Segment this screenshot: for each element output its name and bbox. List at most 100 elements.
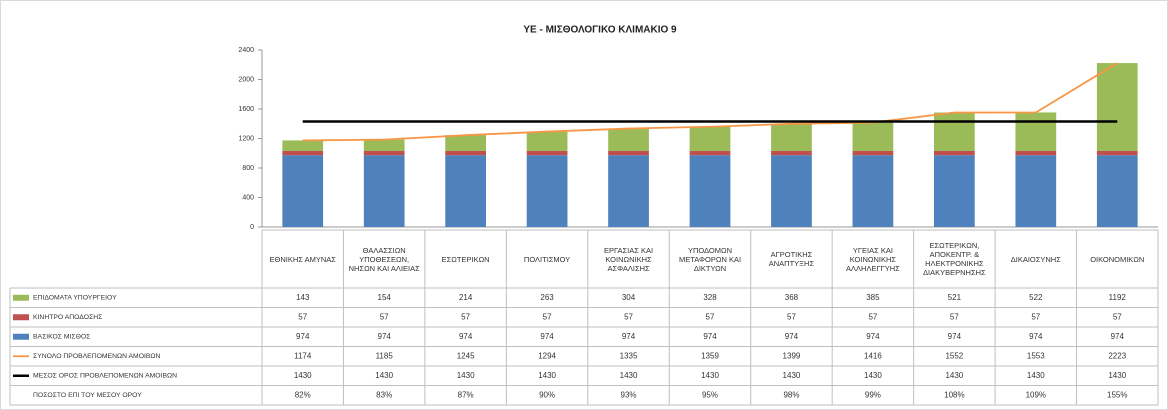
bar-segment	[934, 150, 975, 156]
table-value: 1430	[1108, 371, 1126, 380]
table-value: 974	[622, 332, 636, 341]
table-value: 2223	[1108, 351, 1126, 360]
table-value: 522	[1029, 293, 1043, 302]
table-value: 143	[296, 293, 310, 302]
category-cell: ΑΓΡΟΤΙΚΗΣ ΑΝΑΠΤΥΞΗΣ	[768, 250, 815, 268]
category-cell: ΕΣΩΤΕΡΙΚΩΝ, ΑΠΟΚΕΝΤΡ. & ΗΛΕΚΤΡΟΝΙΚΗΣ ΔΙΑ…	[923, 241, 986, 277]
table-value: 1399	[783, 351, 801, 360]
table-value: 1416	[864, 351, 882, 360]
legend-label: ΠΟΣΟΣΤΟ ΕΠΙ ΤΟΥ ΜΕΣΟΥ ΟΡΟΥ	[33, 392, 142, 399]
x-tick-label: ΟΙΚΟΝΟΜΙΚΩΝ	[1090, 254, 1145, 264]
bar-segment	[852, 155, 894, 227]
table-value: 1245	[457, 351, 475, 360]
y-tick-label: 2400	[238, 47, 254, 54]
table-value: 1430	[457, 371, 475, 380]
bar-segment	[445, 135, 486, 151]
table-value: 974	[459, 332, 473, 341]
x-tick-label: ΘΑΛΑΣΣΙΩΝ ΥΠΟΘΕΣΕΩΝ, ΝΗΣΩΝ ΚΑΙ ΑΛΙΕΙΑΣ	[348, 245, 420, 273]
category-cell: ΕΡΓΑΣΙΑΣ ΚΑΙ ΚΟΙΝΩΝΙΚΗΣ ΑΣΦΑΛΙΣΗΣ	[604, 245, 654, 273]
table-value: 108%	[944, 390, 964, 399]
bar-segment	[608, 150, 649, 156]
table-value: 974	[703, 332, 717, 341]
bar-segment	[282, 155, 324, 227]
table-value: 974	[1111, 332, 1125, 341]
bar-segment	[771, 155, 812, 227]
chart-title: ΥΕ - ΜΙΣΘΟΛΟΓΙΚΟ ΚΛΙΜΑΚΙΟ 9	[523, 25, 677, 36]
legend-swatch	[13, 333, 29, 340]
y-tick-label: 800	[242, 165, 254, 172]
bar-segment	[934, 112, 975, 151]
table-value: 82%	[295, 390, 311, 399]
table-value: 974	[378, 332, 392, 341]
legend-label: ΜΕΣΟΣ ΟΡΟΣ ΠΡΟΒΛΕΠΟΜΕΝΩΝ ΑΜΟΙΒΩΝ	[33, 373, 177, 380]
bar-segment	[608, 128, 649, 151]
table-value: 57	[624, 312, 633, 321]
bar-segment	[445, 150, 486, 156]
table-value: 1174	[294, 351, 312, 360]
category-cell: ΥΠΟΔΟΜΩΝ ΜΕΤΑΦΟΡΩΝ ΚΑΙ ΔΙΚΤΥΩΝ	[678, 245, 742, 273]
x-tick-label: ΕΡΓΑΣΙΑΣ ΚΑΙ ΚΟΙΝΩΝΙΚΗΣ ΑΣΦΑΛΙΣΗΣ	[604, 245, 654, 273]
table-value: 154	[378, 293, 392, 302]
x-tick-label: ΕΣΩΤΕΡΙΚΩΝ, ΑΠΟΚΕΝΤΡ. & ΗΛΕΚΤΡΟΝΙΚΗΣ ΔΙΑ…	[923, 241, 986, 277]
table-value: 1430	[538, 371, 556, 380]
table-value: 974	[948, 332, 962, 341]
table-value: 1430	[701, 371, 719, 380]
legend-label: ΒΑΣΙΚΟΣ ΜΙΣΘΟΣ	[33, 334, 90, 341]
legend-label: ΣΥΝΟΛΟ ΠΡΟΒΛΕΠΟΜΕΝΩΝ ΑΜΟΙΒΩΝ	[33, 353, 161, 360]
table-value: 57	[461, 312, 470, 321]
bar-segment	[852, 150, 894, 156]
table-value: 1192	[1109, 293, 1127, 302]
x-tick-label: ΑΓΡΟΤΙΚΗΣ ΑΝΑΠΤΥΞΗΣ	[768, 250, 815, 268]
table-value: 90%	[539, 390, 555, 399]
bar-segment	[689, 155, 731, 227]
bar-segment	[1015, 155, 1057, 227]
table-value: 98%	[783, 390, 799, 399]
legend-swatch	[13, 294, 29, 301]
bar-segment	[363, 155, 405, 227]
table-value: 974	[296, 332, 310, 341]
bar-segment	[1096, 150, 1138, 156]
x-tick-label: ΠΟΛΙΤΙΣΜΟΥ	[523, 254, 571, 264]
line-series	[302, 62, 1118, 142]
y-tick-label: 1600	[238, 106, 254, 113]
bar-segment	[1096, 63, 1138, 151]
category-cell: ΔΙΚΑΙΟΣΥΝΗΣ	[1010, 254, 1061, 264]
legend-label: ΕΠΙΔΟΜΑΤΑ ΥΠΟΥΡΓΕΙΟΥ	[33, 295, 117, 302]
table-value: 385	[866, 293, 880, 302]
table-value: 368	[785, 293, 799, 302]
table-value: 87%	[458, 390, 474, 399]
bar-segment	[363, 150, 405, 156]
bar-segment	[282, 150, 324, 156]
category-cell: ΕΘΝΙΚΗΣ ΑΜΥΝΑΣ	[270, 255, 336, 264]
table-value: 1430	[783, 371, 801, 380]
x-tick-label: ΥΓΕΙΑΣ ΚΑΙ ΚΟΙΝΩΝΙΚΗΣ ΑΛΛΗΛΕΓΓΥΗΣ	[846, 245, 900, 273]
table-value: 99%	[865, 390, 881, 399]
table-value: 974	[866, 332, 880, 341]
bar-segment	[852, 122, 894, 151]
bar-segment	[771, 123, 812, 151]
table-value: 57	[298, 312, 307, 321]
table-value: 155%	[1107, 390, 1127, 399]
table-value: 1430	[294, 371, 312, 380]
x-tick-label: ΥΠΟΔΟΜΩΝ ΜΕΤΑΦΟΡΩΝ ΚΑΙ ΔΙΚΤΥΩΝ	[678, 245, 742, 273]
bar-segment	[526, 131, 568, 151]
x-tick-label: ΔΙΚΑΙΟΣΥΝΗΣ	[1010, 254, 1061, 264]
table-value: 1430	[945, 371, 963, 380]
table-value: 263	[540, 293, 554, 302]
table-value: 1430	[1027, 371, 1045, 380]
table-value: 328	[703, 293, 717, 302]
y-tick-label: 0	[250, 224, 254, 231]
bar-segment	[1096, 155, 1138, 227]
table-value: 974	[785, 332, 799, 341]
bar-segment	[608, 155, 649, 227]
table-value: 83%	[376, 390, 392, 399]
category-cell: ΕΣΩΤΕΡΙΚΩΝ	[442, 255, 490, 264]
legend-label: ΚΙΝΗΤΡΟ ΑΠΟΔΟΣΗΣ	[33, 314, 102, 321]
category-cell: ΟΙΚΟΝΟΜΙΚΩΝ	[1090, 254, 1145, 264]
table-value: 1430	[620, 371, 638, 380]
bar-segment	[934, 155, 975, 227]
table-value: 1335	[620, 351, 638, 360]
y-tick-label: 1200	[238, 135, 254, 142]
